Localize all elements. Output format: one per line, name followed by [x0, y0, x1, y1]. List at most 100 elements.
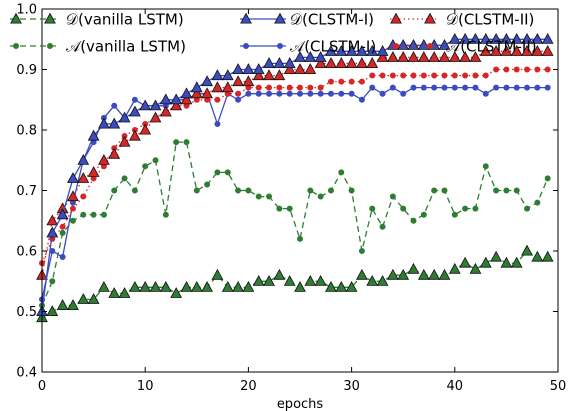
data-point	[459, 51, 471, 62]
data-point	[462, 84, 469, 91]
data-point	[541, 250, 554, 262]
data-point	[314, 57, 327, 68]
data-point	[479, 32, 492, 44]
data-point	[417, 51, 430, 62]
data-point	[417, 38, 430, 50]
data-point	[469, 262, 482, 274]
data-point	[173, 139, 180, 146]
data-point	[369, 72, 376, 79]
data-point	[389, 72, 396, 79]
data-point	[389, 193, 396, 200]
data-point	[297, 235, 303, 242]
series-group	[39, 139, 551, 309]
data-point	[232, 63, 244, 74]
data-point	[183, 139, 190, 146]
data-point	[369, 84, 376, 91]
data-point	[235, 90, 242, 97]
data-point	[214, 120, 221, 127]
data-point	[451, 72, 458, 79]
data-point	[366, 57, 379, 68]
data-point	[59, 229, 66, 236]
legend-label: 𝒟(CLSTM-I)	[290, 11, 374, 29]
data-point	[283, 63, 296, 74]
data-point	[67, 190, 79, 202]
data-point	[428, 51, 441, 62]
legend-entry: 𝒜(CLSTM-II)	[390, 38, 537, 56]
y-tick-label: 0.5	[16, 305, 37, 320]
data-point	[441, 187, 448, 194]
data-point	[224, 169, 231, 176]
data-point	[335, 280, 348, 292]
data-point	[46, 305, 59, 317]
data-point	[190, 87, 203, 99]
data-point	[490, 44, 502, 56]
data-point	[46, 214, 59, 226]
legend-marker	[274, 12, 286, 24]
data-point	[193, 187, 200, 194]
data-point	[451, 211, 458, 218]
data-point	[544, 66, 551, 73]
data-point	[441, 84, 448, 91]
data-point	[232, 280, 244, 292]
data-point	[431, 187, 438, 194]
data-point	[451, 84, 458, 91]
data-point	[201, 280, 213, 292]
data-point	[317, 193, 324, 200]
data-point	[490, 250, 502, 262]
data-point	[111, 102, 118, 109]
data-point	[376, 274, 389, 286]
data-point	[356, 57, 368, 68]
legend-entry: 𝒜(CLSTM-I)	[240, 38, 376, 56]
data-point	[482, 90, 489, 97]
data-point	[345, 44, 358, 56]
data-point	[118, 135, 131, 147]
data-point	[235, 96, 242, 103]
data-point	[541, 44, 554, 56]
data-point	[459, 32, 471, 44]
data-point	[118, 287, 131, 298]
data-point	[286, 205, 293, 212]
series-group	[36, 44, 554, 280]
y-tick-label: 0.7	[16, 184, 37, 199]
data-point	[152, 157, 159, 164]
data-point	[469, 51, 482, 62]
data-point	[129, 280, 141, 292]
data-point	[410, 84, 417, 91]
data-point	[410, 217, 417, 224]
data-point	[503, 84, 510, 91]
data-point	[335, 57, 348, 68]
data-point	[317, 90, 324, 97]
legend-marker	[10, 12, 22, 24]
data-point	[221, 69, 234, 81]
data-point	[266, 84, 273, 91]
data-point	[345, 280, 358, 292]
data-point	[273, 268, 286, 280]
data-point	[503, 66, 510, 73]
data-point	[462, 205, 469, 212]
data-point	[387, 268, 399, 280]
legend-entry: 𝒜(vanilla LSTM)	[10, 38, 186, 56]
data-point	[252, 69, 265, 81]
data-point	[348, 187, 355, 194]
data-point	[493, 84, 500, 91]
y-tick-label: 0.9	[16, 63, 37, 78]
data-point	[170, 99, 183, 111]
data-point	[407, 262, 420, 274]
data-point	[479, 44, 492, 56]
data-point	[493, 66, 500, 73]
data-point	[417, 268, 430, 280]
data-point	[67, 299, 79, 311]
data-point	[376, 51, 389, 62]
data-point	[190, 280, 203, 292]
data-point	[118, 111, 131, 123]
data-point	[286, 84, 293, 91]
data-point	[142, 163, 149, 170]
data-point	[87, 166, 100, 177]
data-point	[180, 93, 193, 105]
data-point	[358, 248, 365, 254]
data-point	[111, 187, 118, 194]
data-point	[521, 32, 533, 44]
y-tick-label: 0.8	[16, 124, 37, 139]
data-point	[276, 84, 283, 91]
legend-label: 𝒜(CLSTM-II)	[446, 38, 537, 56]
